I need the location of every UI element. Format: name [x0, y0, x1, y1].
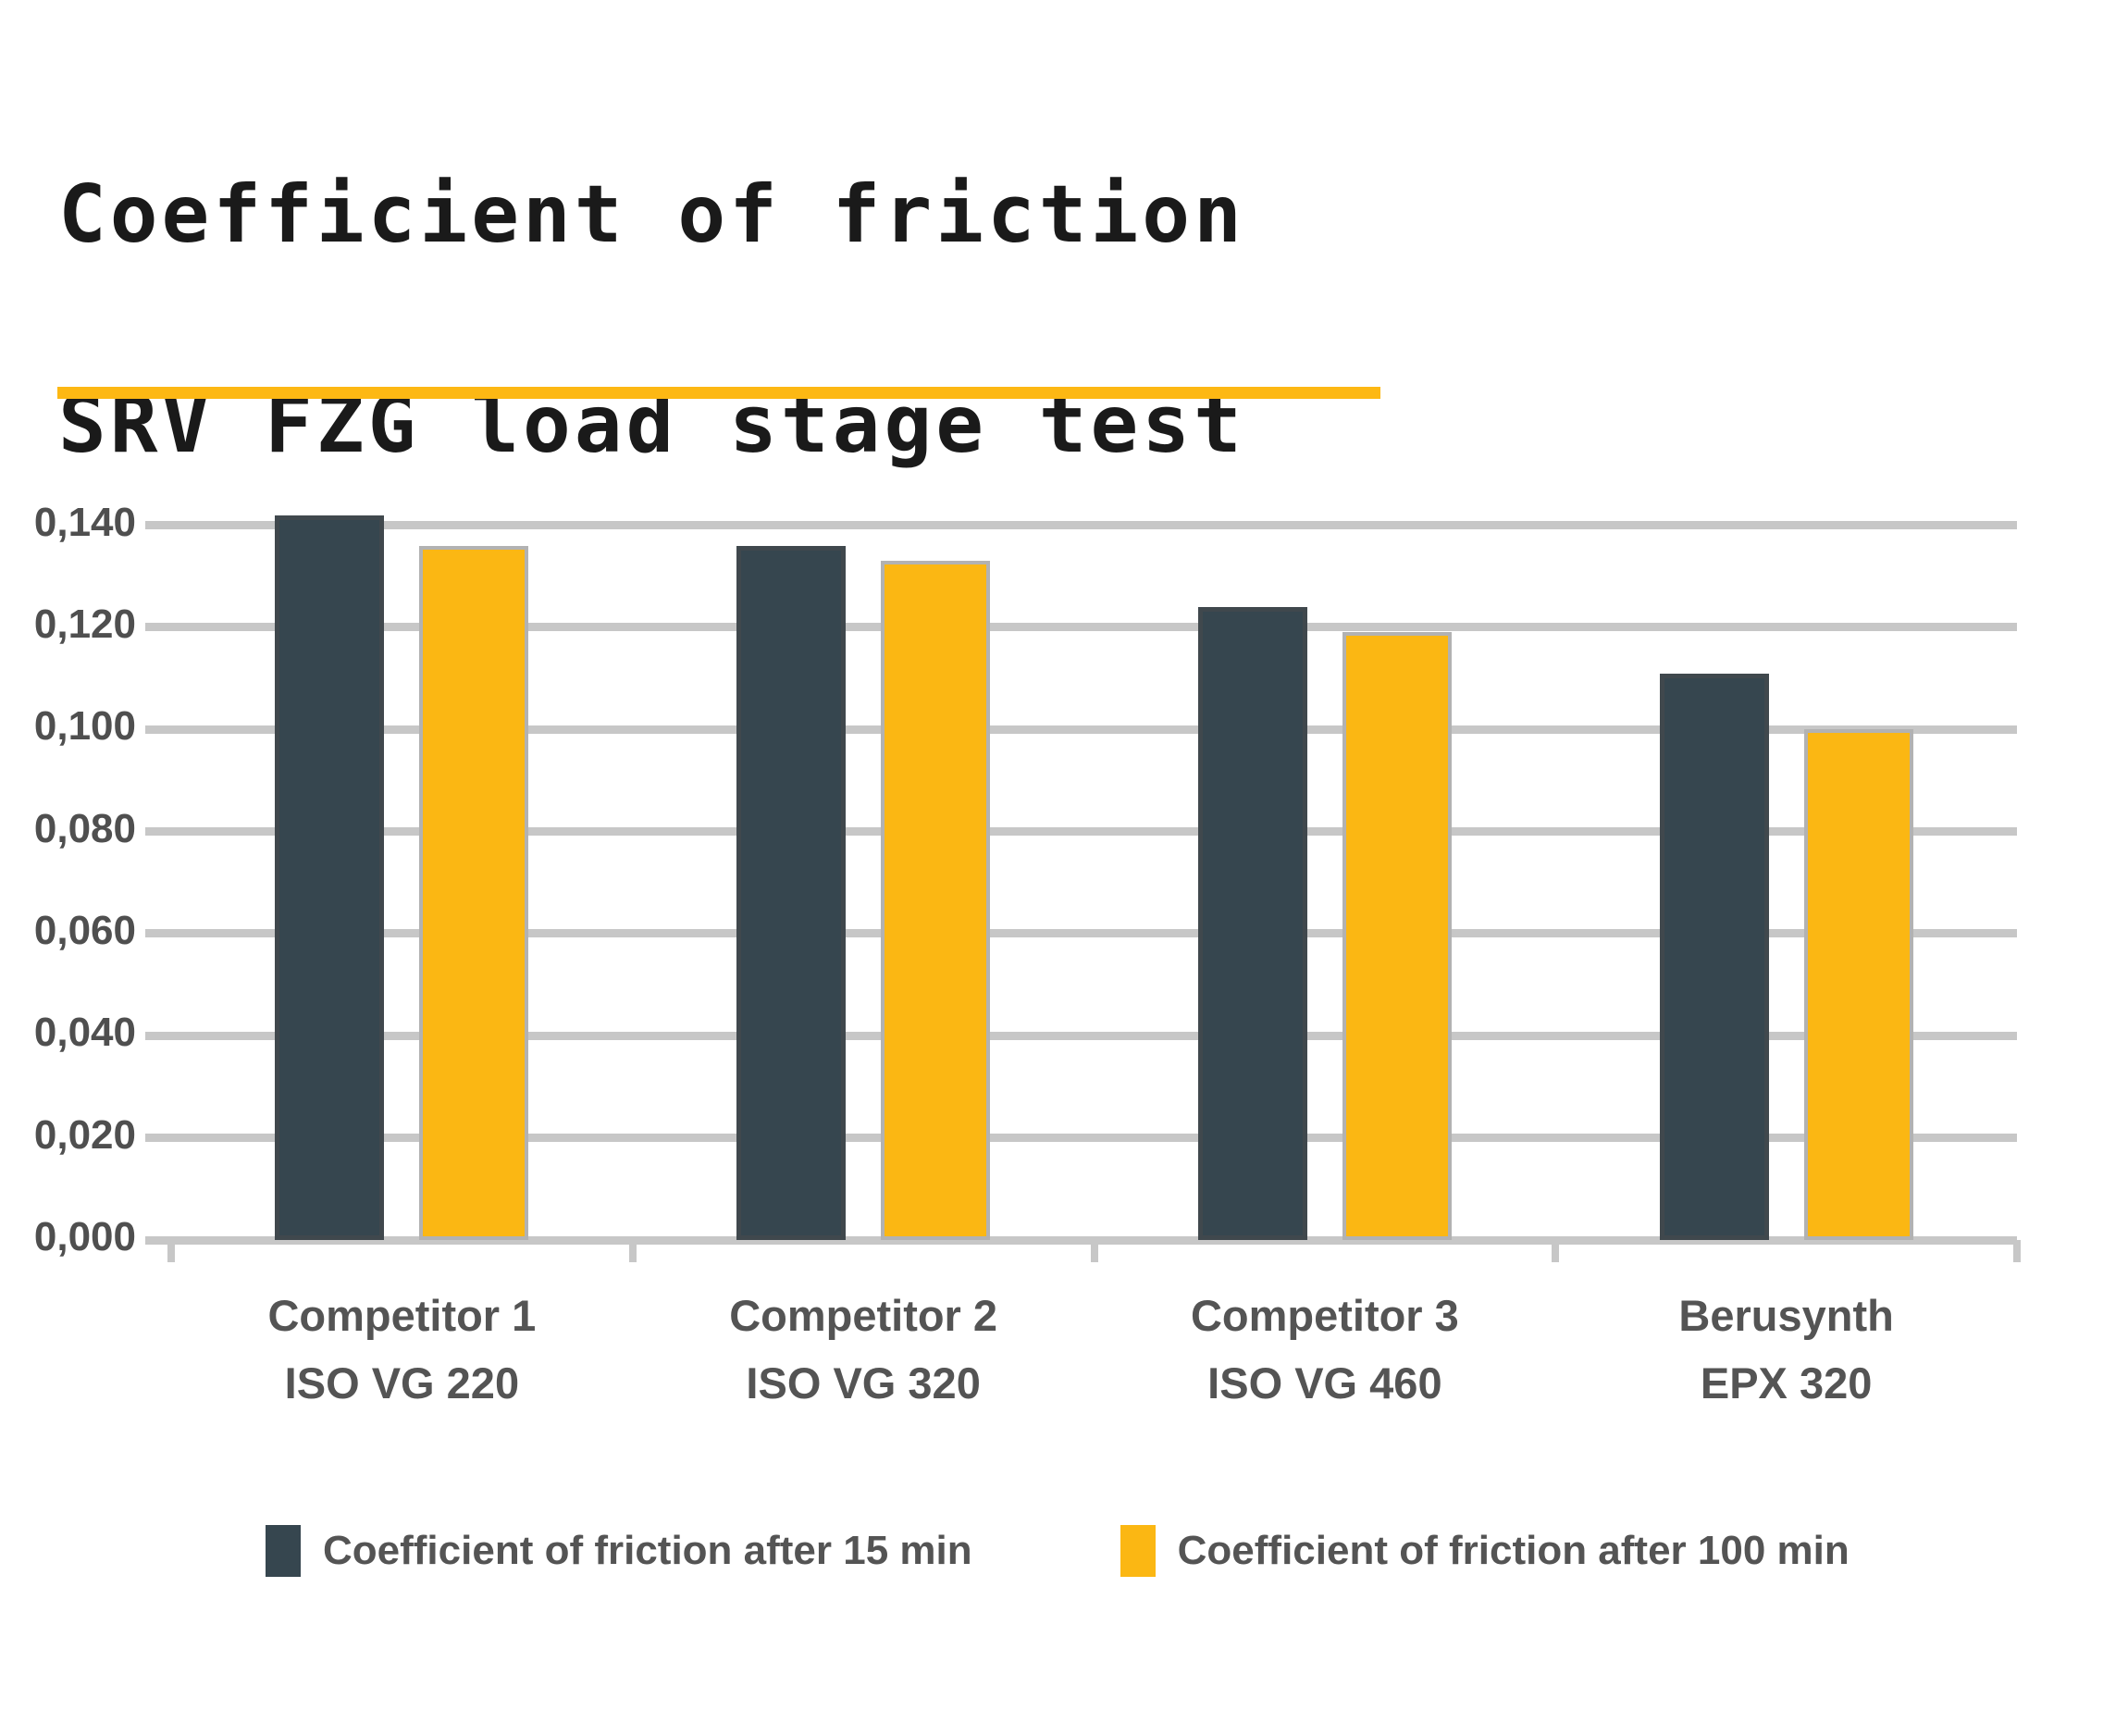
- category-axis: Competitor 1 ISO VG 220 Competitor 2 ISO VG…: [171, 1294, 2017, 1405]
- category-name: Competitor 1: [267, 1291, 537, 1340]
- x-axis-tick: [1552, 1240, 1560, 1262]
- legend-label: Coefficient of friction after 100 min: [1177, 1528, 1850, 1573]
- legend-item-2: Coefficient of friction after 100 min: [1120, 1525, 1850, 1577]
- bar-series2-competitor-1: [419, 545, 529, 1240]
- title-divider-rule: [57, 387, 1380, 399]
- x-axis-tick: [628, 1240, 637, 1262]
- category-label-4: Berusynth EPX 320: [1555, 1294, 2017, 1405]
- chart-title-line1: Coefficient of friction: [58, 167, 1245, 261]
- bar-group-competitor-2: [633, 500, 1095, 1240]
- category-name: Competitor 3: [1190, 1291, 1459, 1340]
- gridline-0,140: [145, 521, 2017, 530]
- x-axis-tick: [167, 1240, 175, 1262]
- y-tick-label: 0,100: [33, 703, 136, 750]
- category-grade: ISO VG 460: [1207, 1358, 1442, 1407]
- gridline-0,020: [145, 1134, 2017, 1143]
- category-label-1: Competitor 1 ISO VG 220: [171, 1294, 633, 1405]
- category-name: Berusynth: [1678, 1291, 1894, 1340]
- category-label-3: Competitor 3 ISO VG 460: [1095, 1294, 1556, 1405]
- y-tick-label: 0,000: [33, 1214, 136, 1259]
- bar-series2-competitor-3: [1342, 632, 1452, 1240]
- bar-group-berusynth: [1555, 500, 2017, 1240]
- x-axis-tick: [2013, 1240, 2021, 1262]
- category-label-2: Competitor 2 ISO VG 320: [633, 1294, 1095, 1405]
- y-tick-label: 0,020: [33, 1111, 136, 1158]
- x-axis-tick: [1090, 1240, 1098, 1262]
- gridline-0,100: [145, 725, 2017, 734]
- category-grade: ISO VG 320: [746, 1358, 981, 1407]
- legend-item-1: Coefficient of friction after 15 min: [266, 1525, 972, 1577]
- y-tick-label: 0,060: [33, 907, 136, 953]
- gridline-0,060: [145, 929, 2017, 938]
- bar-group-competitor-3: [1095, 500, 1556, 1240]
- category-grade: EPX 320: [1700, 1358, 1873, 1407]
- bar-series2-competitor-2: [881, 561, 991, 1240]
- bar-group-competitor-1: [171, 500, 633, 1240]
- plot-area: 0,140 0,120 0,100 0,080 0,060 0,040 0,020 0,000: [34, 500, 2021, 1262]
- category-grade: ISO VG 220: [284, 1358, 520, 1407]
- y-tick-label: 0,080: [33, 805, 136, 851]
- y-tick-label: 0,120: [33, 601, 136, 647]
- gridline-0,000: [145, 1235, 2017, 1245]
- bar-series1-competitor-2: [736, 545, 847, 1240]
- y-tick-label: 0,140: [33, 499, 136, 545]
- gridline-0,080: [145, 827, 2017, 837]
- category-name: Competitor 2: [729, 1291, 998, 1340]
- legend-swatch-icon: [266, 1525, 301, 1577]
- legend-swatch-icon: [1120, 1525, 1156, 1577]
- bar-series1-berusynth: [1659, 673, 1769, 1240]
- bar-series1-competitor-3: [1197, 606, 1307, 1240]
- legend-label: Coefficient of friction after 15 min: [323, 1528, 972, 1573]
- gridline-0,120: [145, 623, 2017, 632]
- bar-series2-berusynth: [1803, 729, 1913, 1240]
- y-tick-label: 0,040: [33, 1010, 136, 1056]
- bar-series1-competitor-1: [275, 515, 385, 1240]
- bars-layer: [171, 500, 2017, 1240]
- legend: Coefficient of friction after 15 min Coef…: [266, 1525, 1850, 1577]
- gridline-0,040: [145, 1031, 2017, 1040]
